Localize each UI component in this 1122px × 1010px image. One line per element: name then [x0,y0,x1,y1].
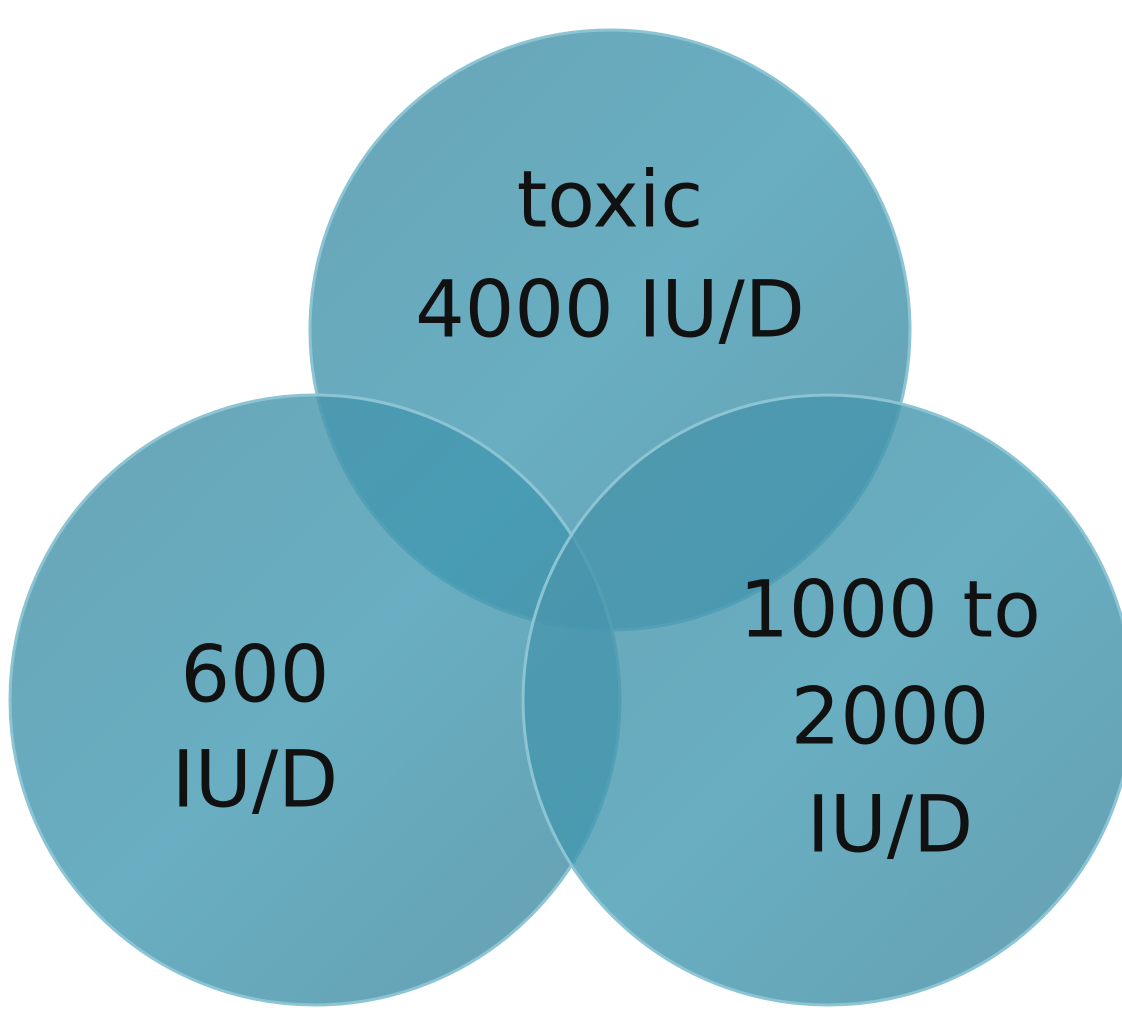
label-line: IU/D [807,780,973,870]
label-line: 600 [181,630,330,720]
label-line: 2000 [791,672,990,762]
label-line: 4000 IU/D [415,265,805,355]
label-line: toxic [517,155,704,245]
label-line: IU/D [172,735,338,825]
circle-right [521,393,1122,1007]
label-line: 1000 to [739,565,1041,655]
